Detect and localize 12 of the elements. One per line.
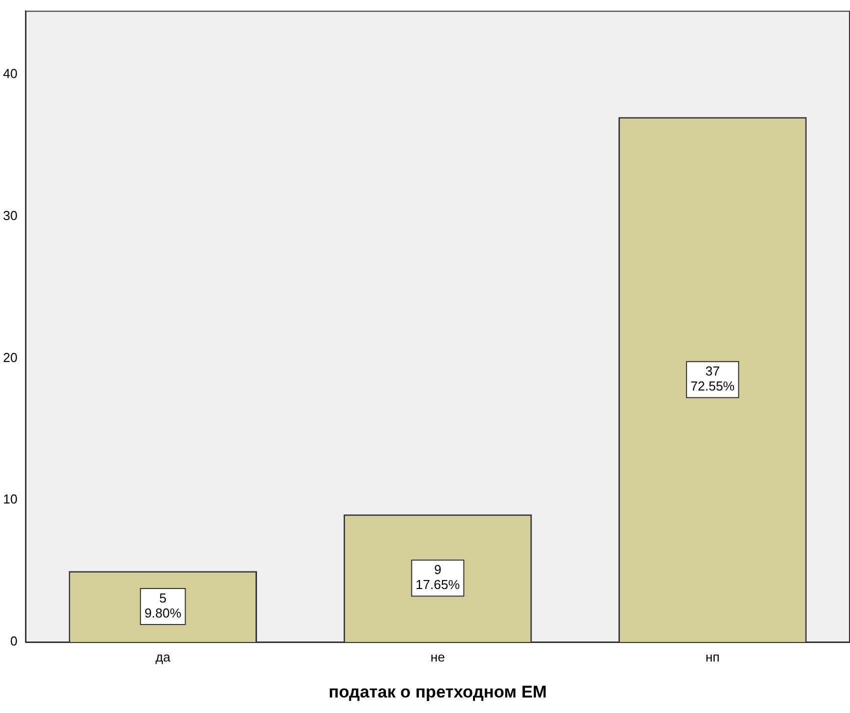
data-label: 5 9.80% bbox=[144, 590, 182, 621]
x-tick-label: нп bbox=[705, 649, 720, 664]
y-tick-label: 20 bbox=[2, 350, 18, 365]
y-tick-label: 30 bbox=[2, 208, 18, 224]
data-label: 37 72.55% bbox=[690, 364, 736, 394]
x-axis-title: податак о претходном ЕМ bbox=[328, 682, 547, 702]
x-tick-label: не bbox=[430, 649, 445, 664]
data-label: 9 17.65% bbox=[416, 562, 460, 592]
y-tick-label: 40 bbox=[2, 66, 18, 82]
y-tick-label: 10 bbox=[2, 492, 18, 507]
y-tick-label: 0 bbox=[10, 634, 18, 649]
x-tick-label: да bbox=[155, 649, 172, 664]
